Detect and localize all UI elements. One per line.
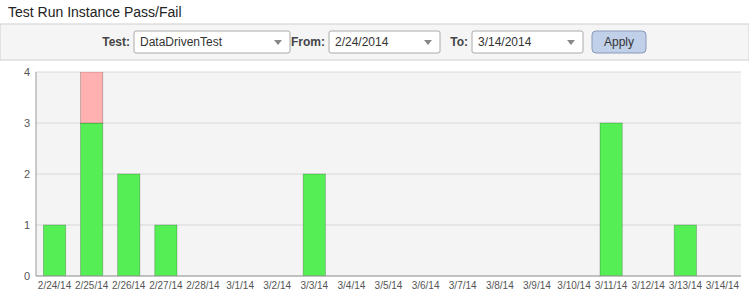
apply-button-label[interactable]: Apply bbox=[604, 35, 634, 49]
y-tick-label: 2 bbox=[24, 168, 30, 180]
toolbar-label: To: bbox=[450, 35, 468, 49]
bars bbox=[43, 72, 696, 276]
x-tick-label: 3/12/14 bbox=[632, 280, 666, 291]
bar bbox=[674, 225, 696, 226]
dropdown-value[interactable]: 3/14/2014 bbox=[478, 35, 532, 49]
dropdown-box[interactable] bbox=[329, 31, 440, 53]
y-tick-label: 0 bbox=[24, 270, 30, 282]
x-tick-label: 3/5/14 bbox=[375, 280, 403, 291]
x-tick-label: 3/9/14 bbox=[523, 280, 551, 291]
plot-background bbox=[36, 72, 741, 276]
x-tick-label: 3/14/14 bbox=[706, 280, 740, 291]
y-axis-line bbox=[36, 72, 37, 276]
bar bbox=[81, 123, 103, 276]
x-tick-label: 2/25/14 bbox=[75, 280, 109, 291]
x-tick-label: 3/7/14 bbox=[449, 280, 477, 291]
apply-button[interactable]: Apply bbox=[592, 31, 646, 53]
dropdown[interactable]: DataDrivenTest bbox=[134, 31, 290, 53]
y-axis: 0 1 2 3 4 bbox=[24, 66, 741, 282]
dropdown-arrow[interactable] bbox=[567, 40, 575, 45]
x-tick-label: 3/10/14 bbox=[557, 280, 591, 291]
toolbar: Test: DataDrivenTest From: 2/24/2014 To: 3/14… bbox=[0, 24, 749, 60]
y-tick-label: 1 bbox=[24, 219, 30, 231]
x-tick-label: 3/8/14 bbox=[486, 280, 514, 291]
bar bbox=[43, 225, 65, 276]
toolbar-label: Test: bbox=[102, 35, 130, 49]
x-tick-label: 3/13/14 bbox=[669, 280, 703, 291]
title: Test Run Instance Pass/Fail bbox=[8, 4, 182, 20]
x-tick-label: 2/28/14 bbox=[186, 280, 220, 291]
dropdown-value[interactable]: DataDrivenTest bbox=[140, 35, 223, 49]
apply-button-box[interactable] bbox=[592, 31, 646, 53]
toolbar-background bbox=[0, 24, 749, 60]
x-tick-label: 2/24/14 bbox=[38, 280, 72, 291]
dropdown-box[interactable] bbox=[472, 31, 583, 53]
x-tick-label: 3/4/14 bbox=[337, 280, 365, 291]
grid-line bbox=[36, 225, 741, 226]
y-tick-label: 4 bbox=[24, 66, 30, 78]
y-tick-label: 3 bbox=[24, 117, 30, 129]
bar bbox=[600, 123, 622, 276]
dropdown[interactable]: 2/24/2014 bbox=[329, 31, 440, 53]
x-tick-label: 2/27/14 bbox=[149, 280, 183, 291]
dropdown-arrow[interactable] bbox=[424, 40, 432, 45]
chart: Test Run Instance Pass/Fail Test: DataDriv… bbox=[0, 0, 749, 300]
dropdown-arrow[interactable] bbox=[274, 40, 282, 45]
bar bbox=[155, 225, 177, 226]
x-tick-label: 3/3/14 bbox=[300, 280, 328, 291]
bar bbox=[674, 225, 696, 276]
x-tick-label: 3/11/14 bbox=[595, 280, 628, 291]
x-tick-label: 2/26/14 bbox=[112, 280, 146, 291]
bar bbox=[43, 225, 65, 226]
toolbar-label: From: bbox=[291, 35, 325, 49]
grid-line bbox=[36, 174, 741, 175]
x-tick-label: 3/1/14 bbox=[226, 280, 254, 291]
grid-line bbox=[36, 72, 741, 73]
grid-line bbox=[36, 123, 741, 124]
grid-line bbox=[36, 276, 741, 277]
x-axis: 2/24/142/25/142/26/142/27/142/28/14 3/1/1… bbox=[38, 280, 740, 291]
x-tick-label: 3/6/14 bbox=[412, 280, 440, 291]
dropdown-value[interactable]: 2/24/2014 bbox=[335, 35, 389, 49]
x-tick-label: 3/2/14 bbox=[263, 280, 291, 291]
bar bbox=[155, 225, 177, 276]
x-axis-line bbox=[36, 276, 741, 277]
bar bbox=[118, 174, 140, 175]
dropdown-box[interactable] bbox=[134, 31, 290, 53]
dropdown[interactable]: 3/14/2014 bbox=[472, 31, 583, 53]
bar bbox=[600, 123, 622, 124]
bar bbox=[303, 174, 325, 276]
bar bbox=[81, 72, 103, 123]
bar bbox=[118, 174, 140, 276]
bar bbox=[303, 174, 325, 175]
